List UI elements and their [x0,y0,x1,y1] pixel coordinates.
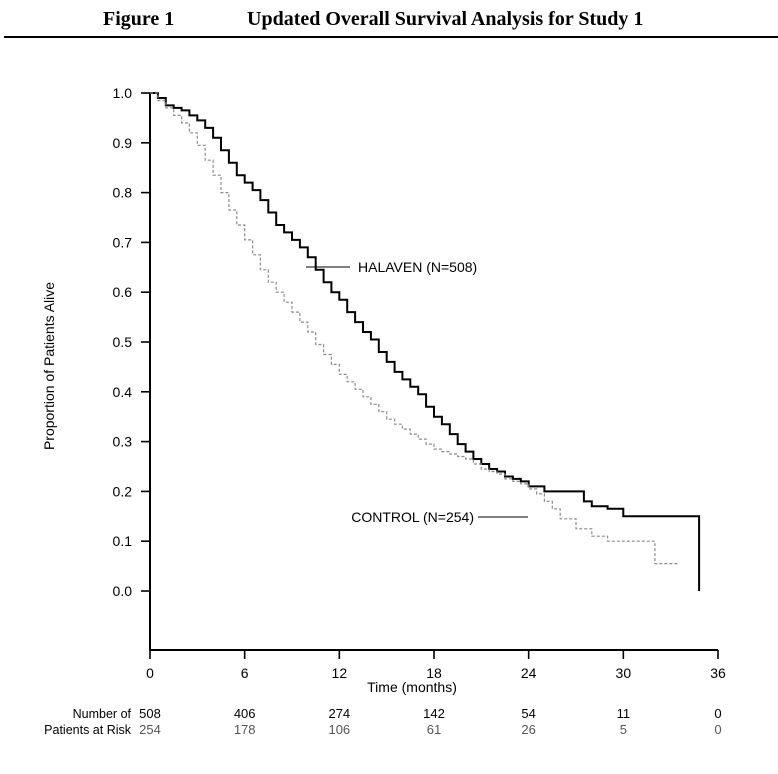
y-axis-label: Proportion of Patients Alive [41,282,57,450]
halaven-at-risk-count: 0 [714,706,721,721]
x-tick-label: 12 [332,665,348,681]
figure-title: Figure 1 Updated Overall Survival Analys… [0,8,778,38]
at-risk-table: Number of Patients at Risk 508 406 274 142 54 1… [44,706,721,737]
halaven-at-risk-count: 11 [617,706,631,721]
control-at-risk-count: 178 [234,722,256,737]
y-tick-label: 1.0 [113,85,133,101]
y-tick-label: 0.4 [113,384,133,400]
series-layer [150,92,701,591]
y-tick-label: 0.5 [113,334,133,350]
y-axis-ticks: 0.0 0.1 0.2 0.3 0.4 0.5 0.6 0.7 0.8 0.9 1.0 [113,85,150,599]
control-at-risk-count: 5 [620,722,627,737]
halaven-label: HALAVEN (N=508) [358,259,477,275]
halaven-at-risk-count: 508 [139,706,161,721]
control-at-risk-count: 254 [139,722,161,737]
y-tick-label: 0.6 [113,284,133,300]
control-at-risk-count: 26 [521,722,535,737]
halaven-at-risk-count: 274 [328,706,350,721]
x-axis-label: Time (months) [367,679,457,695]
x-tick-label: 6 [241,665,249,681]
at-risk-header-line1: Number of [73,707,132,721]
figure-caption: Updated Overall Survival Analysis for St… [247,8,644,30]
control-at-risk-count: 61 [427,722,441,737]
halaven-at-risk-count: 406 [234,706,256,721]
x-tick-label: 30 [616,665,632,681]
x-tick-label: 0 [146,665,154,681]
halaven-survival-curve [150,92,701,591]
figure-label: Figure 1 [103,8,175,30]
y-tick-label: 0.8 [113,185,133,201]
y-tick-label: 0.9 [113,135,133,151]
x-tick-label: 18 [426,665,442,681]
axes [149,93,718,651]
y-tick-label: 0.0 [113,583,133,599]
control-survival-curve [150,92,679,565]
control-at-risk-count: 106 [328,722,350,737]
annotation-layer: HALAVEN (N=508) CONTROL (N=254) [306,259,528,525]
control-label: CONTROL (N=254) [351,509,474,525]
x-axis-ticks: 0 6 12 18 24 30 36 [146,650,726,681]
y-tick-label: 0.1 [113,533,133,549]
x-tick-label: 36 [710,665,726,681]
halaven-at-risk-count: 54 [521,706,535,721]
at-risk-header-line2: Patients at Risk [44,723,132,737]
halaven-at-risk-count: 142 [423,706,445,721]
y-tick-label: 0.7 [113,234,133,250]
y-tick-label: 0.2 [113,483,133,499]
x-tick-label: 24 [521,665,537,681]
y-tick-label: 0.3 [113,434,133,450]
control-at-risk-count: 0 [714,722,721,737]
title-rule [4,36,778,38]
